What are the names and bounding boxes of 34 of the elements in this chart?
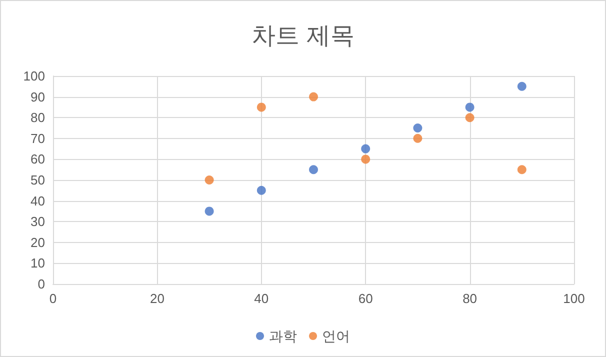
- x-tick-label: 20: [150, 291, 164, 306]
- x-tick-label: 80: [462, 291, 478, 306]
- point: [256, 102, 266, 112]
- y-tick-label: 50: [30, 172, 45, 188]
- y-tick-label: 80: [30, 110, 45, 126]
- point: [517, 165, 526, 174]
- y-tick-label: 30: [30, 214, 45, 230]
- point: [361, 154, 370, 164]
- y-tick-label: 40: [30, 193, 45, 208]
- point: [256, 186, 266, 195]
- y-tick-label: 20: [30, 234, 45, 250]
- legend-label: 언어: [322, 328, 350, 344]
- y-tick-label: 60: [30, 152, 45, 167]
- point: [413, 134, 422, 143]
- y-tick-label: 100: [23, 68, 45, 84]
- y-tick-label: 90: [30, 89, 45, 104]
- chart-title: 차트 제목: [252, 22, 354, 50]
- y-tick-label: 10: [30, 256, 45, 271]
- point: [204, 176, 214, 184]
- point: [517, 82, 526, 91]
- legend-label: 과학: [269, 328, 297, 344]
- point: [465, 102, 474, 112]
- point: [413, 124, 422, 132]
- x-tick-label: 60: [358, 291, 373, 306]
- point: [204, 206, 214, 216]
- x-tick-label: 40: [254, 291, 269, 306]
- x-tick-label: 0: [49, 291, 57, 306]
- y-tick-label: 0: [38, 276, 45, 292]
- point: [309, 165, 318, 174]
- point: [465, 113, 474, 122]
- point: [309, 92, 318, 102]
- x-tick-label: 100: [563, 291, 585, 306]
- point: [361, 144, 370, 154]
- y-tick-label: 70: [30, 130, 45, 146]
